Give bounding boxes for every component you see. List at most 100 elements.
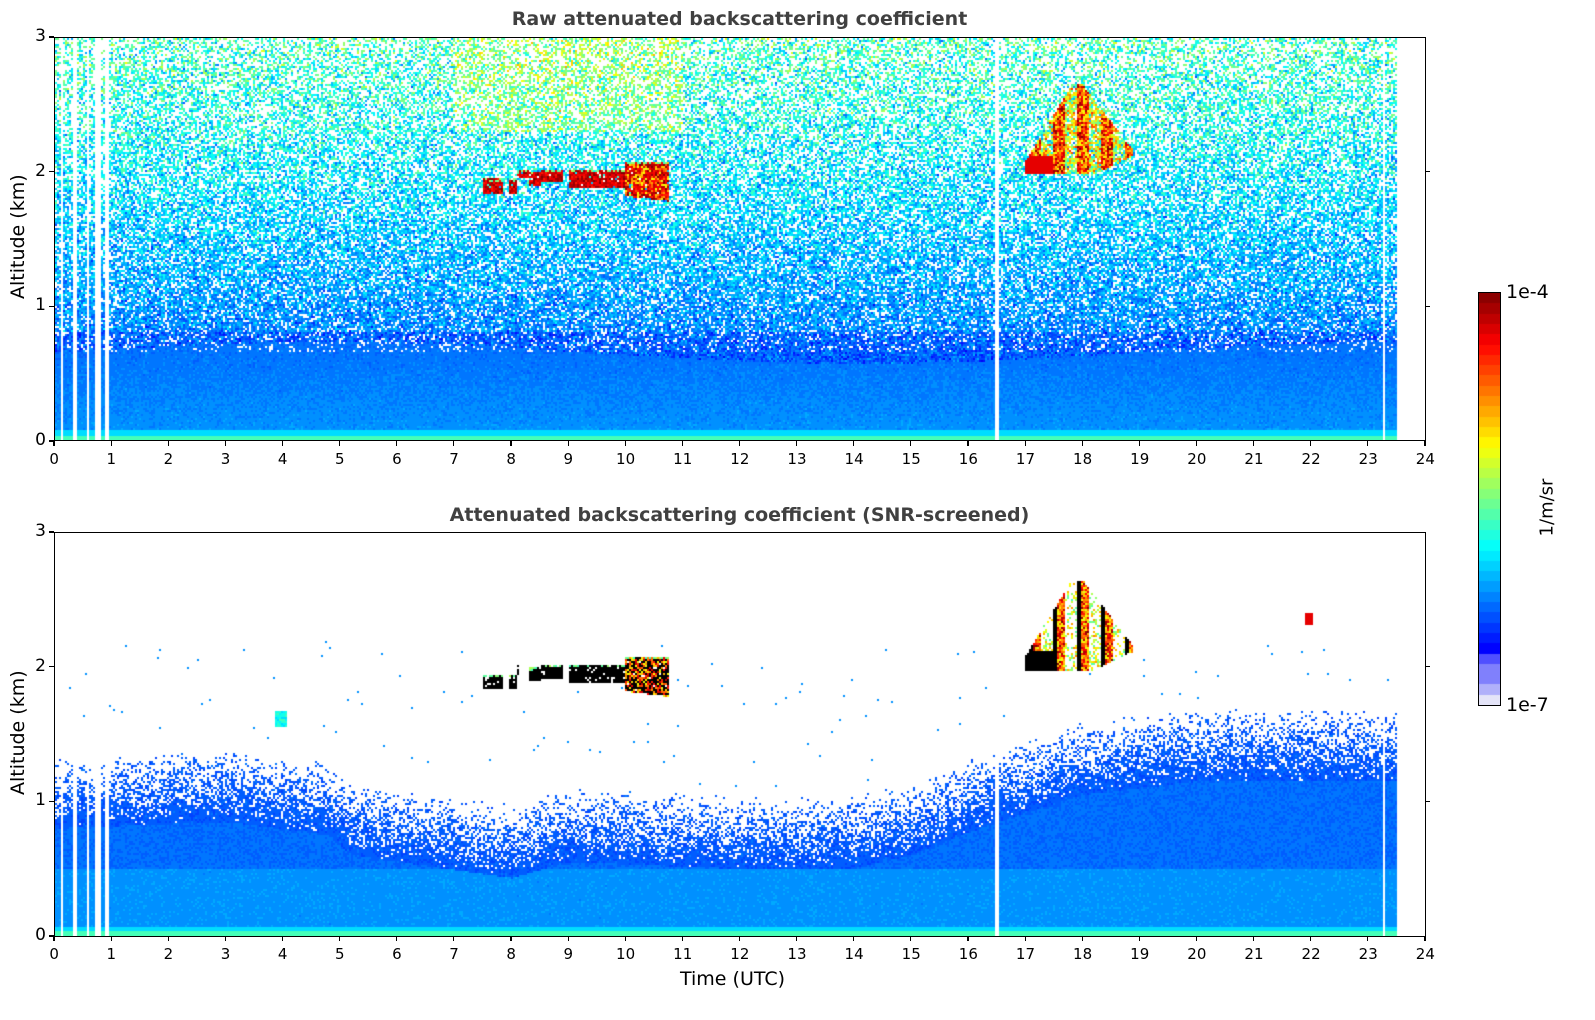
y-tick xyxy=(49,935,54,937)
x-tick xyxy=(510,441,512,446)
y-tick-label: 0 xyxy=(35,925,46,945)
x-tick xyxy=(567,936,569,941)
x-tick-label: 19 xyxy=(1130,945,1150,963)
x-tick xyxy=(567,441,569,446)
x-tick-label: 0 xyxy=(49,450,59,468)
x-tick-label: 2 xyxy=(163,450,174,468)
x-tick-label: 24 xyxy=(1415,945,1435,963)
x-tick xyxy=(1424,936,1426,941)
x-tick xyxy=(796,441,798,446)
top-heatmap xyxy=(55,38,1425,440)
x-tick-label: 9 xyxy=(563,450,574,468)
x-tick xyxy=(1138,936,1140,941)
x-tick xyxy=(53,936,55,941)
x-tick-label: 6 xyxy=(392,945,402,963)
top-panel-title: Raw attenuated backscattering coefficien… xyxy=(511,8,968,30)
x-tick-label: 2 xyxy=(163,945,174,963)
x-tick xyxy=(910,936,912,941)
y-tick-label: 3 xyxy=(35,26,46,46)
x-tick xyxy=(1195,936,1198,941)
x-tick-label: 4 xyxy=(277,450,288,468)
x-tick xyxy=(1310,441,1312,446)
y-tick xyxy=(49,531,54,533)
x-tick-label: 9 xyxy=(563,945,574,963)
y-tick-label: 2 xyxy=(35,160,46,181)
x-tick-label: 16 xyxy=(958,450,978,468)
x-tick xyxy=(796,936,798,941)
x-tick-label: 8 xyxy=(506,945,516,963)
x-tick-label: 20 xyxy=(1187,945,1207,963)
x-tick-label: 21 xyxy=(1244,945,1264,963)
x-tick-label: 11 xyxy=(673,945,693,963)
x-tick xyxy=(1310,936,1312,941)
y-tick-label: 1 xyxy=(35,295,46,316)
x-tick-label: 23 xyxy=(1358,945,1378,963)
x-tick xyxy=(1138,441,1140,446)
x-tick xyxy=(967,936,969,941)
x-tick xyxy=(1253,936,1255,941)
x-tick-label: 20 xyxy=(1187,450,1207,468)
y-tick xyxy=(49,36,54,38)
x-tick-label: 8 xyxy=(506,450,516,468)
x-tick-label: 15 xyxy=(901,450,921,468)
x-tick xyxy=(167,441,169,446)
x-tick xyxy=(281,936,284,941)
x-tick xyxy=(453,936,455,941)
x-tick-label: 5 xyxy=(335,945,345,963)
x-tick xyxy=(510,936,512,941)
x-tick-label: 12 xyxy=(730,450,750,468)
x-tick-label: 15 xyxy=(901,945,921,963)
x-tick xyxy=(1253,441,1255,446)
x-tick-label: 5 xyxy=(335,450,345,468)
x-tick-label: 18 xyxy=(1073,945,1093,963)
x-tick-label: 23 xyxy=(1358,450,1378,468)
x-tick-label: 17 xyxy=(1015,945,1036,963)
colorbar xyxy=(1478,292,1501,706)
x-tick-label: 21 xyxy=(1244,450,1264,468)
y-tick-label: 0 xyxy=(35,430,46,450)
x-tick xyxy=(1424,441,1426,446)
x-tick-label: 1 xyxy=(106,450,117,468)
y-tick-right xyxy=(1425,171,1430,173)
x-tick-label: 6 xyxy=(392,450,402,468)
y-tick-right xyxy=(1425,800,1430,802)
x-tick xyxy=(910,441,912,446)
x-tick-label: 22 xyxy=(1301,945,1321,963)
x-tick xyxy=(1081,936,1083,941)
x-tick-label: 11 xyxy=(673,450,693,468)
x-tick xyxy=(224,936,226,941)
top-y-axis-label: Altitude (km) xyxy=(7,174,29,299)
x-tick xyxy=(681,936,683,941)
x-tick xyxy=(396,936,398,941)
x-tick xyxy=(53,441,55,446)
x-tick xyxy=(167,936,169,941)
x-tick-label: 7 xyxy=(449,450,459,468)
x-tick-label: 4 xyxy=(277,945,288,963)
x-tick xyxy=(624,936,626,941)
colorbar-min-label: 1e-7 xyxy=(1506,694,1549,716)
x-tick xyxy=(967,441,969,446)
y-tick xyxy=(49,440,54,442)
x-tick xyxy=(110,936,112,941)
x-tick-label: 14 xyxy=(844,945,864,963)
bottom-heatmap xyxy=(55,533,1425,936)
bottom-plot-area xyxy=(54,532,1426,937)
x-tick xyxy=(339,936,341,941)
x-tick xyxy=(738,936,741,941)
x-tick xyxy=(681,441,683,446)
y-tick xyxy=(49,305,54,307)
x-tick xyxy=(453,441,455,446)
colorbar-max-label: 1e-4 xyxy=(1506,281,1549,303)
y-tick xyxy=(49,171,54,173)
colorbar-unit-label: 1/m/sr xyxy=(1536,478,1558,537)
x-tick-label: 19 xyxy=(1130,450,1150,468)
y-tick-right xyxy=(1425,666,1430,668)
x-tick xyxy=(224,441,226,446)
x-tick-label: 13 xyxy=(787,945,807,963)
y-tick-label: 3 xyxy=(35,521,46,541)
colorbar-gradient xyxy=(1479,293,1500,705)
x-tick-label: 18 xyxy=(1073,450,1093,468)
top-plot-area xyxy=(54,37,1426,441)
x-tick xyxy=(1081,441,1083,446)
x-tick xyxy=(1024,936,1026,941)
